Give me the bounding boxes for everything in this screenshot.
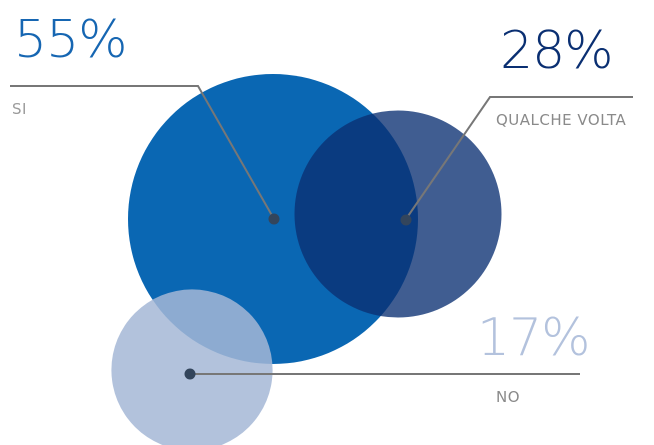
category-label-qualche-volta: QUALCHE VOLTA [496,111,626,129]
leader-line-qualche-volta [405,96,633,220]
category-label-no: NO [496,388,520,406]
leader-line-si [10,85,275,220]
category-label-si: SI [12,100,27,118]
leader-dot-si [268,213,280,225]
bubble-qualche-volta [294,110,502,318]
bubble-no [111,289,273,445]
value-label-no: 17% [477,308,590,368]
value-label-qualche-volta: 28% [500,21,613,81]
value-label-si: 55% [14,10,127,70]
leader-dot-qualche-volta [400,214,412,226]
leader-dot-no [184,368,196,380]
